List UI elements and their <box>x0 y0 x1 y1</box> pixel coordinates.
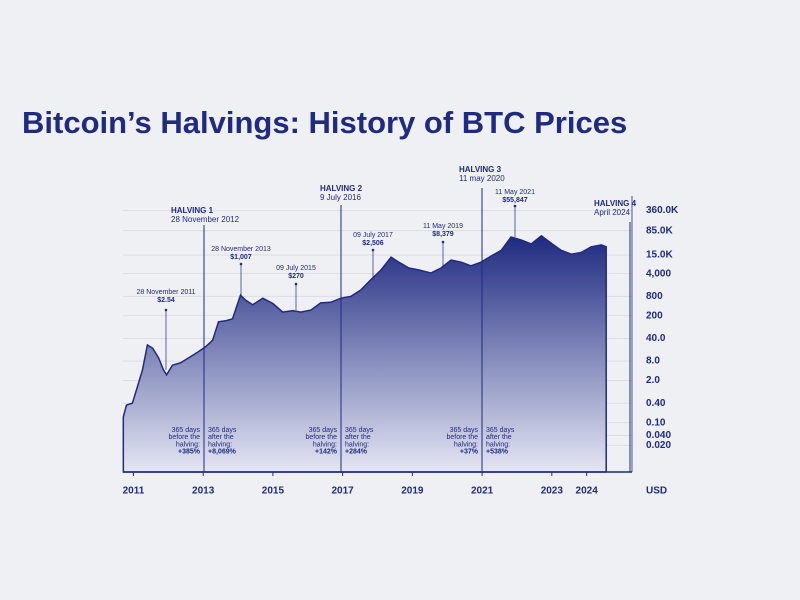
peak-price: $55,847 <box>502 197 527 204</box>
halving-date: 11 may 2020 <box>459 174 505 183</box>
halving-change: halving: <box>486 441 510 448</box>
peak-dot <box>513 204 517 208</box>
peak-date: 28 November 2011 <box>136 289 195 296</box>
peak-price: $8,379 <box>432 231 454 238</box>
halving-change: 365 days <box>486 427 515 434</box>
peak-dot <box>164 308 168 312</box>
halving-change: before the <box>446 434 478 441</box>
x-tick-label: 2024 <box>576 486 599 497</box>
peak-price: $2.54 <box>157 297 175 304</box>
peak-dot <box>371 248 375 252</box>
y-tick-label: 0.020 <box>646 440 671 451</box>
halving-change: after the <box>208 434 234 441</box>
y-tick-label: 0.10 <box>646 417 666 428</box>
peak-dot <box>294 282 298 286</box>
halving-label: HALVING 4 <box>594 199 637 208</box>
halving-change: halving: <box>176 441 200 448</box>
halving-change: +538% <box>486 449 509 456</box>
halving-change: +142% <box>315 449 338 456</box>
halving-change: halving: <box>208 441 232 448</box>
peak-price: $270 <box>288 273 304 280</box>
peak-price: $2,506 <box>362 240 384 247</box>
halving-label: HALVING 1 <box>171 206 214 215</box>
y-tick-label: 15.0K <box>646 250 673 261</box>
y-tick-label: 85.0K <box>646 225 673 236</box>
y-tick-label: 2.0 <box>646 375 660 386</box>
halving-change: +8,069% <box>208 449 237 456</box>
halving-change: +284% <box>345 449 368 456</box>
halving-change: +385% <box>178 449 201 456</box>
peak-date: 28 November 2013 <box>211 246 271 253</box>
peak-date: 11 May 2021 <box>495 189 535 196</box>
peak-date: 11 May 2019 <box>423 223 463 230</box>
halving-change: halving: <box>345 441 369 448</box>
halving-date: 28 November 2012 <box>171 215 240 224</box>
halving-change: 365 days <box>208 427 237 434</box>
x-tick-label: 2015 <box>262 486 285 497</box>
x-tick-label: 2019 <box>401 486 424 497</box>
chart-title: Bitcoin’s Halvings: History of BTC Price… <box>22 105 627 140</box>
y-tick-label: 8.0 <box>646 356 660 367</box>
y-tick-label: 0.040 <box>646 430 671 441</box>
halving-change: after the <box>486 434 512 441</box>
y-tick-label: 4,000 <box>646 268 671 279</box>
halving-label: HALVING 2 <box>320 184 363 193</box>
x-tick-label: 2017 <box>332 486 355 497</box>
y-tick-label: 200 <box>646 310 663 321</box>
halving-change: before the <box>168 434 200 441</box>
halving-change: 365 days <box>450 427 479 434</box>
x-tick-label: 2011 <box>123 486 145 497</box>
halving-change: 365 days <box>345 427 374 434</box>
peak-date: 09 July 2017 <box>353 232 393 239</box>
y-tick-label: 800 <box>646 291 663 302</box>
x-tick-label: 2021 <box>471 486 494 497</box>
halving-date: April 2024 <box>594 208 631 217</box>
peak-price: $1,007 <box>230 254 252 261</box>
halving-label: HALVING 3 <box>459 165 502 174</box>
peak-dot <box>239 262 243 266</box>
peak-date: 09 July 2015 <box>276 265 316 272</box>
y-tick-label: 360.0K <box>646 205 679 216</box>
y-tick-label: 0.40 <box>646 398 666 409</box>
halving-change: after the <box>345 434 371 441</box>
halving-change: +37% <box>460 449 479 456</box>
x-tick-label: 2013 <box>192 486 215 497</box>
halving-change: before the <box>305 434 337 441</box>
halving-change: halving: <box>454 441 478 448</box>
y-tick-label: 40.0 <box>646 333 666 344</box>
y-axis-unit: USD <box>646 486 667 497</box>
peak-dot <box>441 240 445 244</box>
halving-change: halving: <box>313 441 337 448</box>
halving-date: 9 July 2016 <box>320 193 361 202</box>
halving-change: 365 days <box>172 427 201 434</box>
x-tick-label: 2023 <box>541 486 564 497</box>
halving-change: 365 days <box>309 427 338 434</box>
